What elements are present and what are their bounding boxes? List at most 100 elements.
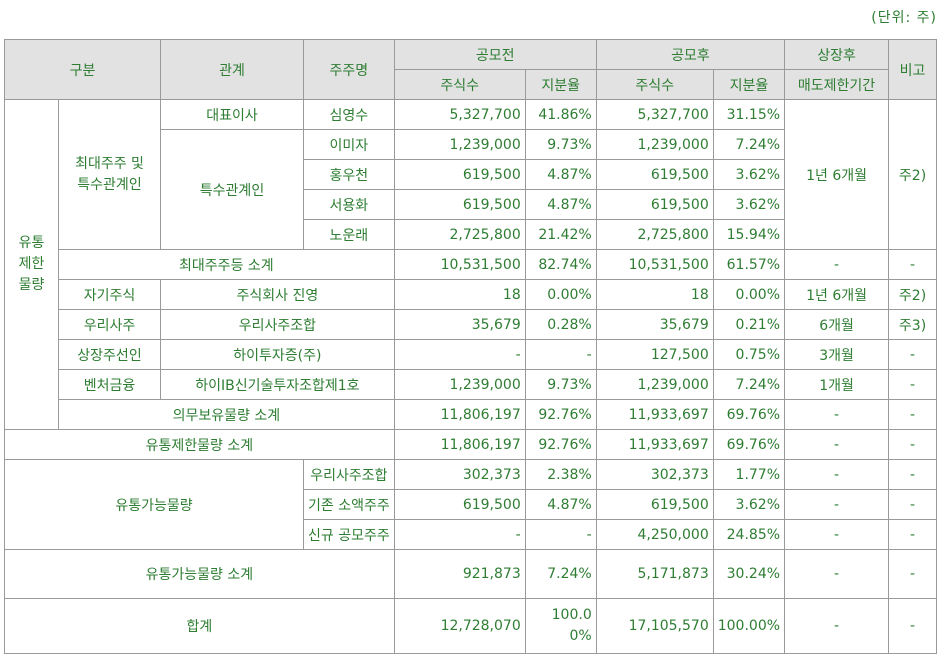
label-vc: 벤처금융 (58, 369, 161, 400)
table-row: 합계 12,728,070 100.0 0% 17,105,570 100.00… (4, 598, 938, 654)
lockup: 1년 6개월 (784, 279, 890, 310)
header-before-offering: 공모전 (393, 39, 597, 70)
after-shares: 10,531,500 (595, 249, 714, 280)
label-tradable-subtotal: 유통가능물량 소계 (4, 549, 395, 599)
lockup: - (784, 459, 890, 490)
before-shares: 12,728,070 (393, 598, 526, 654)
header-before-ratio: 지분율 (524, 69, 597, 100)
before-ratio: - (524, 339, 597, 370)
after-ratio: 30.24% (712, 549, 786, 599)
header-holder: 주주명 (303, 39, 395, 100)
before-ratio: 41.86% (524, 99, 597, 130)
label-largest-group: 최대주주 및 특수관계인 (58, 99, 161, 250)
before-shares: 921,873 (393, 549, 526, 599)
holder-name: 주식회사 진영 (160, 279, 395, 310)
before-ratio: 2.38% (524, 459, 597, 490)
group-note: 주2) (888, 99, 938, 250)
table-row: 자기주식 주식회사 진영 18 0.00% 18 0.00% 1년 6개월 주2… (5, 279, 938, 310)
before-ratio: - (524, 519, 597, 550)
header-before-shares: 주식수 (393, 69, 526, 100)
label-ceo: 대표이사 (160, 99, 304, 130)
label-esop: 우리사주 (58, 309, 161, 340)
after-ratio: 31.15% (712, 99, 786, 130)
after-ratio: 7.24% (712, 369, 786, 400)
label-total: 합계 (4, 598, 395, 654)
after-shares: 35,679 (595, 309, 714, 340)
share-table: 구분 관계 주주명 공모전 공모후 상장후 비고 주식수 지분율 주식수 지분율… (4, 39, 938, 654)
after-shares: 1,239,000 (595, 369, 714, 400)
header-after-ratio: 지분율 (712, 69, 786, 100)
after-ratio: 69.76% (712, 399, 786, 430)
after-ratio: 61.57% (712, 249, 786, 280)
lockup: - (784, 598, 890, 654)
before-ratio: 7.24% (524, 549, 597, 599)
note: - (888, 339, 938, 370)
before-ratio: 0.00% (524, 279, 597, 310)
note: 주2) (888, 279, 938, 310)
holder-name: 기존 소액주주 (303, 489, 395, 520)
before-shares: - (393, 339, 526, 370)
after-ratio: 15.94% (712, 219, 786, 250)
note: - (888, 489, 938, 520)
before-shares: 619,500 (393, 489, 526, 520)
note: - (888, 549, 938, 599)
after-shares: 5,171,873 (595, 549, 714, 599)
before-shares: 1,239,000 (393, 369, 526, 400)
before-shares: 2,725,800 (393, 219, 526, 250)
after-shares: 127,500 (595, 339, 714, 370)
header-after-shares: 주식수 (595, 69, 714, 100)
lockup: - (784, 549, 890, 599)
holder-name: 우리사주조합 (303, 459, 395, 490)
holder-name: 우리사주조합 (160, 309, 395, 340)
before-shares: 619,500 (393, 189, 526, 220)
before-ratio: 4.87% (524, 489, 597, 520)
note: - (888, 598, 938, 654)
before-shares: - (393, 519, 526, 550)
note: - (888, 369, 938, 400)
after-shares: 1,239,000 (595, 129, 714, 160)
after-shares: 2,725,800 (595, 219, 714, 250)
holder-name: 홍우천 (303, 159, 395, 190)
after-ratio: 3.62% (712, 189, 786, 220)
header-note: 비고 (888, 39, 938, 100)
table-row: 우리사주 우리사주조합 35,679 0.28% 35,679 0.21% 6개… (5, 309, 938, 340)
header-lockup: 매도제한기간 (784, 69, 890, 100)
after-shares: 18 (595, 279, 714, 310)
table-row: 최대주주등 소계 10,531,500 82.74% 10,531,500 61… (5, 249, 938, 280)
after-ratio: 100.00% (712, 598, 786, 654)
before-shares: 18 (393, 279, 526, 310)
table-row: 유통 제한 물량 최대주주 및 특수관계인 대표이사 심영수 5,327,700… (4, 99, 938, 430)
before-ratio: 9.73% (524, 129, 597, 160)
lockup: - (784, 489, 890, 520)
header-after-offering: 공모후 (595, 39, 786, 70)
header-after-listing: 상장후 (784, 39, 890, 70)
before-ratio: 100.0 0% (524, 598, 597, 654)
before-shares: 1,239,000 (393, 129, 526, 160)
before-shares: 619,500 (393, 159, 526, 190)
lockup: - (784, 249, 890, 280)
lockup: - (784, 519, 890, 550)
table-row: 신규 공모주주 - - 4,250,000 24.85% - - (5, 519, 938, 550)
after-ratio: 69.76% (712, 429, 786, 460)
note: - (888, 429, 938, 460)
holder-name: 신규 공모주주 (303, 519, 395, 550)
label-underwriter: 상장주선인 (58, 339, 161, 370)
after-ratio: 0.00% (712, 279, 786, 310)
holder-name: 이미자 (303, 129, 395, 160)
holder-name: 서용화 (303, 189, 395, 220)
label-treasury: 자기주식 (58, 279, 161, 310)
before-shares: 302,373 (393, 459, 526, 490)
lockup: 3개월 (784, 339, 890, 370)
table-row: 특수관계인 이미자 1,239,000 9.73% 1,239,000 7.24… (5, 129, 937, 250)
before-ratio: 21.42% (524, 219, 597, 250)
label-tradable: 유통가능물량 (4, 459, 304, 550)
after-ratio: 24.85% (712, 519, 786, 550)
after-shares: 11,933,697 (595, 429, 714, 460)
before-ratio: 92.76% (524, 429, 597, 460)
group-lockup: 1년 6개월 (784, 99, 890, 250)
note: 주3) (888, 309, 938, 340)
unit-label: (단위: 주) (871, 10, 937, 26)
after-shares: 4,250,000 (595, 519, 714, 550)
holder-name: 심영수 (303, 99, 395, 130)
label-mandatory-subtotal: 의무보유물량 소계 (58, 399, 395, 430)
